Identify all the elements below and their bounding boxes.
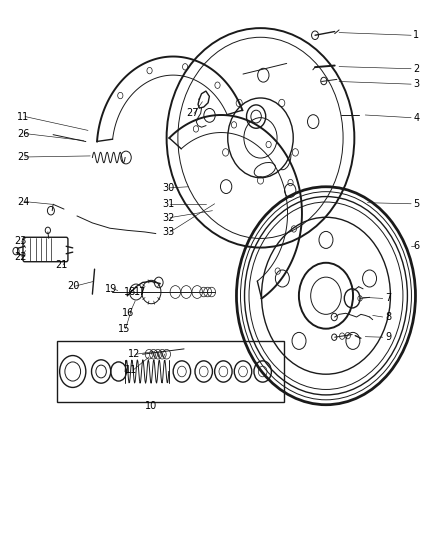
Text: 21: 21 (55, 260, 67, 270)
Text: 27: 27 (186, 108, 199, 118)
Text: 32: 32 (162, 213, 175, 223)
Text: 16: 16 (122, 308, 134, 318)
Text: 10: 10 (145, 401, 157, 411)
Text: 25: 25 (17, 152, 30, 162)
Text: 11: 11 (125, 365, 138, 375)
Text: 1: 1 (413, 30, 420, 41)
Text: 20: 20 (67, 281, 79, 291)
Text: 8: 8 (385, 312, 391, 322)
Text: 18: 18 (124, 287, 137, 297)
Text: 19: 19 (105, 284, 117, 294)
Text: 4: 4 (413, 112, 420, 123)
Text: 7: 7 (385, 293, 391, 303)
Text: 30: 30 (162, 183, 174, 193)
Text: 2: 2 (413, 64, 420, 74)
Text: 5: 5 (413, 199, 420, 209)
Text: 24: 24 (17, 197, 30, 207)
Text: 6: 6 (413, 241, 420, 251)
Text: 31: 31 (162, 199, 174, 209)
Bar (57, 341, 285, 402)
Text: 3: 3 (413, 79, 420, 89)
Text: 23: 23 (14, 236, 26, 246)
Text: 11: 11 (17, 111, 29, 122)
Text: 26: 26 (17, 128, 30, 139)
Text: 9: 9 (385, 332, 391, 342)
Text: 15: 15 (118, 324, 130, 334)
Text: 22: 22 (14, 252, 26, 262)
Text: 17: 17 (134, 287, 146, 297)
Text: 33: 33 (162, 227, 174, 237)
Text: 12: 12 (128, 349, 141, 359)
